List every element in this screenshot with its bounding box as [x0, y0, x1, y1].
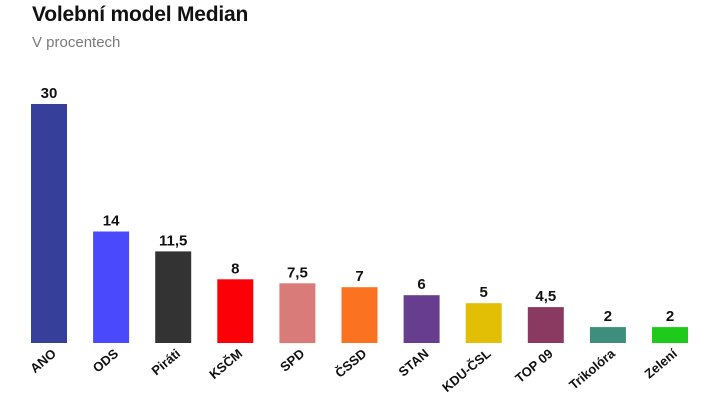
category-label-3: KSČM [206, 346, 245, 382]
chart-title: Volební model Median [32, 3, 249, 26]
category-label-8: TOP 09 [512, 346, 556, 386]
category-label-7: KDU-ČSL [439, 346, 493, 395]
value-label-1: 14 [103, 213, 120, 230]
value-label-0: 30 [41, 85, 58, 102]
category-label-5: ČSSD [332, 346, 369, 381]
value-label-2: 11,5 [159, 232, 187, 249]
category-label-1: ODS [90, 346, 121, 376]
value-label-6: 6 [417, 276, 425, 293]
bar-9 [589, 327, 626, 343]
value-label-10: 2 [666, 308, 674, 325]
category-label-2: Piráti [149, 346, 184, 378]
chart-subtitle: V procentech [32, 34, 121, 51]
value-label-9: 2 [604, 308, 612, 325]
bar-4 [279, 283, 316, 344]
value-label-4: 7,5 [287, 264, 308, 281]
bar-0 [31, 104, 67, 343]
bar-5 [341, 287, 378, 343]
category-label-4: SPD [277, 346, 307, 375]
bar-1 [93, 231, 130, 343]
category-label-10: Zelení [642, 346, 681, 382]
value-label-7: 5 [480, 284, 488, 301]
category-label-0: ANO [27, 346, 59, 376]
value-label-8: 4,5 [535, 288, 556, 305]
category-label-6: STAN [396, 346, 432, 380]
bar-2 [155, 251, 192, 343]
bar-7 [465, 303, 502, 343]
bar-6 [403, 295, 440, 343]
value-label-5: 7 [355, 268, 363, 285]
bar-8 [527, 307, 564, 343]
category-label-9: Trikolóra [566, 345, 618, 392]
value-label-3: 8 [231, 260, 239, 277]
bar-3 [217, 279, 254, 343]
bar-10 [652, 327, 688, 343]
